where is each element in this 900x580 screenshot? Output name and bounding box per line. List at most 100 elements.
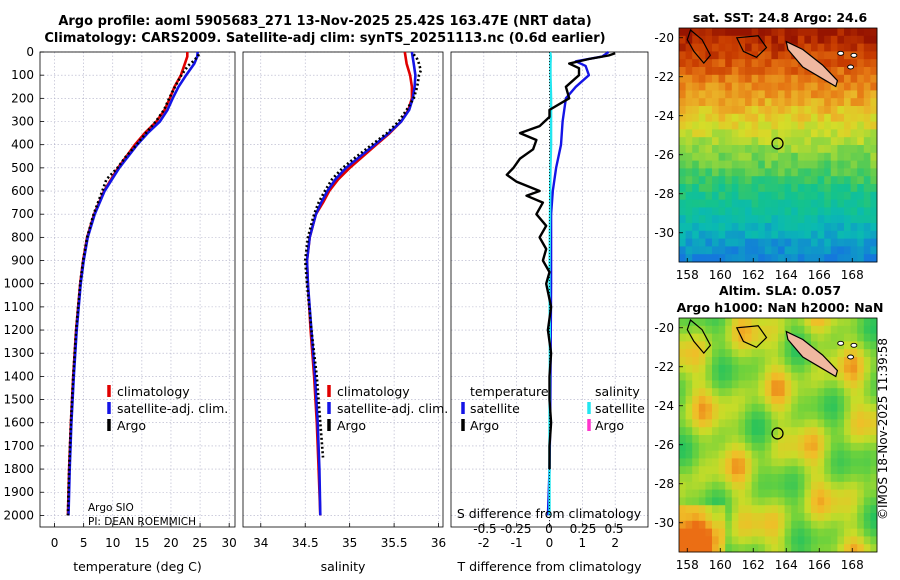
map-cell: [791, 520, 799, 529]
map-cell: [751, 191, 759, 200]
map-cell: [698, 505, 706, 514]
map-cell: [844, 396, 851, 405]
map-cell: [745, 207, 752, 216]
map-cell: [758, 536, 766, 545]
map-cell: [870, 388, 878, 397]
map-cell: [863, 513, 871, 522]
map-cell: [857, 67, 865, 76]
map-cell: [718, 207, 726, 216]
map-cell: [698, 458, 706, 467]
map-cell: [705, 191, 713, 200]
map-cell: [817, 199, 825, 208]
map-cell: [830, 28, 838, 37]
map-cell: [738, 544, 746, 553]
map-cell: [811, 505, 818, 514]
map-cell: [824, 388, 832, 397]
map-cell: [837, 137, 845, 146]
map-cell: [764, 528, 772, 537]
map-cell: [804, 43, 812, 52]
map-cell: [764, 113, 772, 122]
map-cell: [804, 145, 812, 154]
map-cell: [837, 230, 845, 239]
map-cell: [705, 168, 713, 177]
map-cell: [791, 435, 799, 444]
map-cell: [863, 489, 871, 498]
map-cell: [830, 380, 838, 389]
map-cell: [712, 199, 719, 208]
map-cell: [784, 364, 792, 373]
map-cell: [797, 544, 805, 553]
map-cell: [863, 318, 871, 327]
map-cell: [804, 137, 812, 146]
island-loyalty: [837, 340, 845, 346]
map-cell: [844, 254, 851, 263]
sst-map: [679, 28, 878, 263]
map-cell: [764, 341, 772, 350]
map-cell: [692, 129, 700, 138]
map-y-tick-label: -24: [654, 109, 674, 123]
map-cell: [685, 74, 693, 83]
map-cell: [778, 364, 785, 373]
map-cell: [824, 145, 832, 154]
map-cell: [692, 35, 700, 44]
map-cell: [745, 411, 752, 420]
map-cell: [850, 318, 858, 327]
map-cell: [850, 121, 858, 130]
map-cell: [811, 121, 818, 130]
map-cell: [738, 357, 746, 366]
map-cell: [718, 51, 726, 60]
map-cell: [811, 207, 818, 216]
map-cell: [837, 168, 845, 177]
map-cell: [778, 28, 785, 37]
map-cell: [692, 411, 700, 420]
map-cell: [705, 121, 713, 130]
map-cell: [850, 238, 858, 247]
map-cell: [837, 254, 845, 263]
map-cell: [830, 388, 838, 397]
map-cell: [725, 98, 733, 107]
map-cell: [824, 98, 832, 107]
map-cell: [712, 223, 719, 232]
map-cell: [705, 145, 713, 154]
map-cell: [791, 388, 799, 397]
map-cell: [764, 145, 772, 154]
map-cell: [771, 357, 779, 366]
map-cell: [857, 223, 865, 232]
map-cell: [844, 121, 851, 130]
map-cell: [844, 403, 851, 412]
map-cell: [758, 59, 766, 68]
map-cell: [824, 474, 832, 483]
map-cell: [804, 230, 812, 239]
map-cell: [718, 497, 726, 506]
island-loyalty: [850, 342, 858, 348]
map-cell: [751, 349, 759, 358]
map-cell: [758, 388, 766, 397]
map-cell: [718, 191, 726, 200]
map-cell: [784, 513, 792, 522]
map-cell: [870, 333, 878, 342]
map-cell: [857, 318, 865, 327]
map-cell: [850, 254, 858, 263]
map-cell: [817, 372, 825, 381]
map-cell: [718, 168, 726, 177]
map-cell: [692, 90, 700, 99]
map-cell: [718, 325, 726, 334]
map-x-tick-label: 158: [676, 558, 699, 572]
map-cell: [745, 364, 752, 373]
map-cell: [857, 466, 865, 475]
map-cell: [863, 536, 871, 545]
map-cell: [679, 544, 686, 553]
map-cell: [791, 98, 799, 107]
map-cell: [764, 191, 772, 200]
map-cell: [830, 98, 838, 107]
x-tick-label: 25: [192, 536, 207, 550]
map-cell: [679, 184, 686, 193]
map-cell: [764, 442, 772, 451]
map-cell: [698, 113, 706, 122]
map-cell: [718, 59, 726, 68]
legend-label: satellite-adj. clim.: [337, 401, 448, 416]
map-cell: [804, 364, 812, 373]
map-cell: [751, 176, 759, 185]
map-cell: [784, 380, 792, 389]
map-cell: [751, 215, 759, 224]
